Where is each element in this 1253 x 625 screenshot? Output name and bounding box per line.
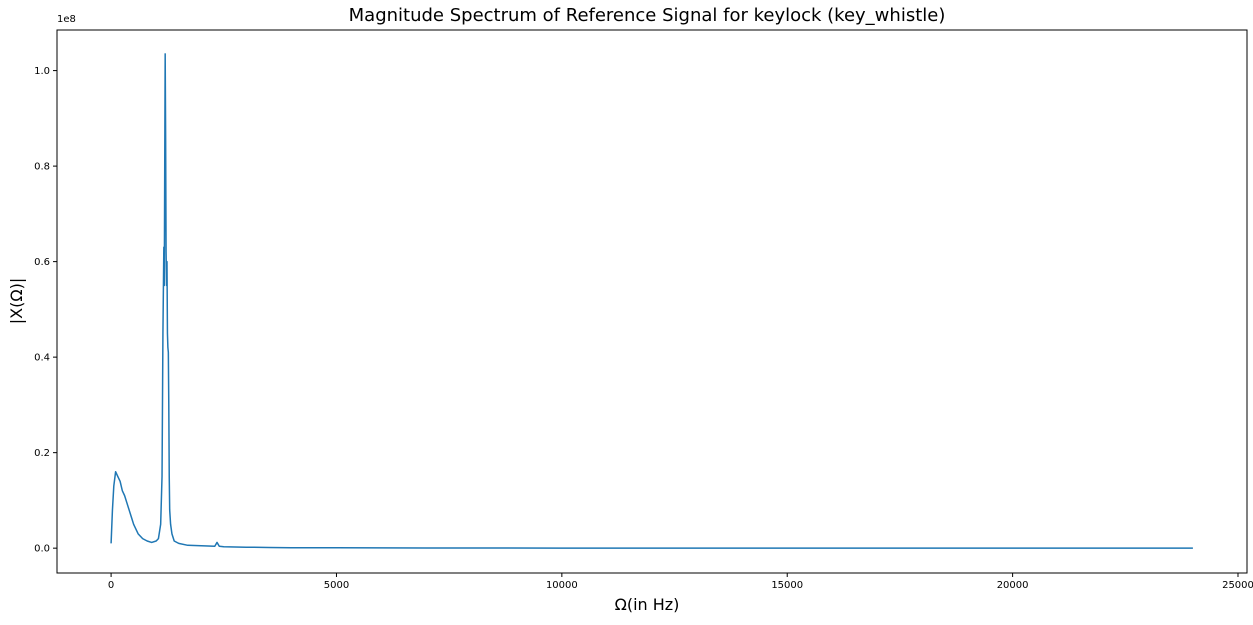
y-tick-label: 0.6	[34, 257, 50, 268]
x-axis-ticks: 0 5000 10000 15000 20000 25000	[108, 573, 1253, 591]
y-tick-label: 0.2	[34, 448, 50, 459]
x-tick-label: 0	[108, 580, 114, 591]
x-tick-label: 20000	[997, 580, 1029, 591]
y-axis-label: |X(Ω)|	[7, 278, 26, 324]
series-group	[110, 53, 1193, 549]
y-tick-label: 0.8	[34, 162, 50, 173]
x-tick-label: 25000	[1222, 580, 1253, 591]
y-tick-label: 0.0	[34, 544, 50, 555]
x-tick-label: 15000	[771, 580, 803, 591]
y-tick-label: 1.0	[34, 66, 50, 77]
y-tick-label: 0.4	[34, 353, 50, 364]
series-line-0	[110, 53, 1193, 549]
y-offset-label: 1e8	[57, 14, 76, 25]
x-tick-label: 10000	[546, 580, 578, 591]
x-tick-label: 5000	[324, 580, 349, 591]
x-axis-label: Ω(in Hz)	[615, 595, 680, 614]
plot-frame	[56, 29, 1248, 574]
chart-title: Magnitude Spectrum of Reference Signal f…	[349, 5, 946, 26]
y-axis-ticks: 0.0 0.2 0.4 0.6 0.8 1.0	[34, 66, 57, 555]
